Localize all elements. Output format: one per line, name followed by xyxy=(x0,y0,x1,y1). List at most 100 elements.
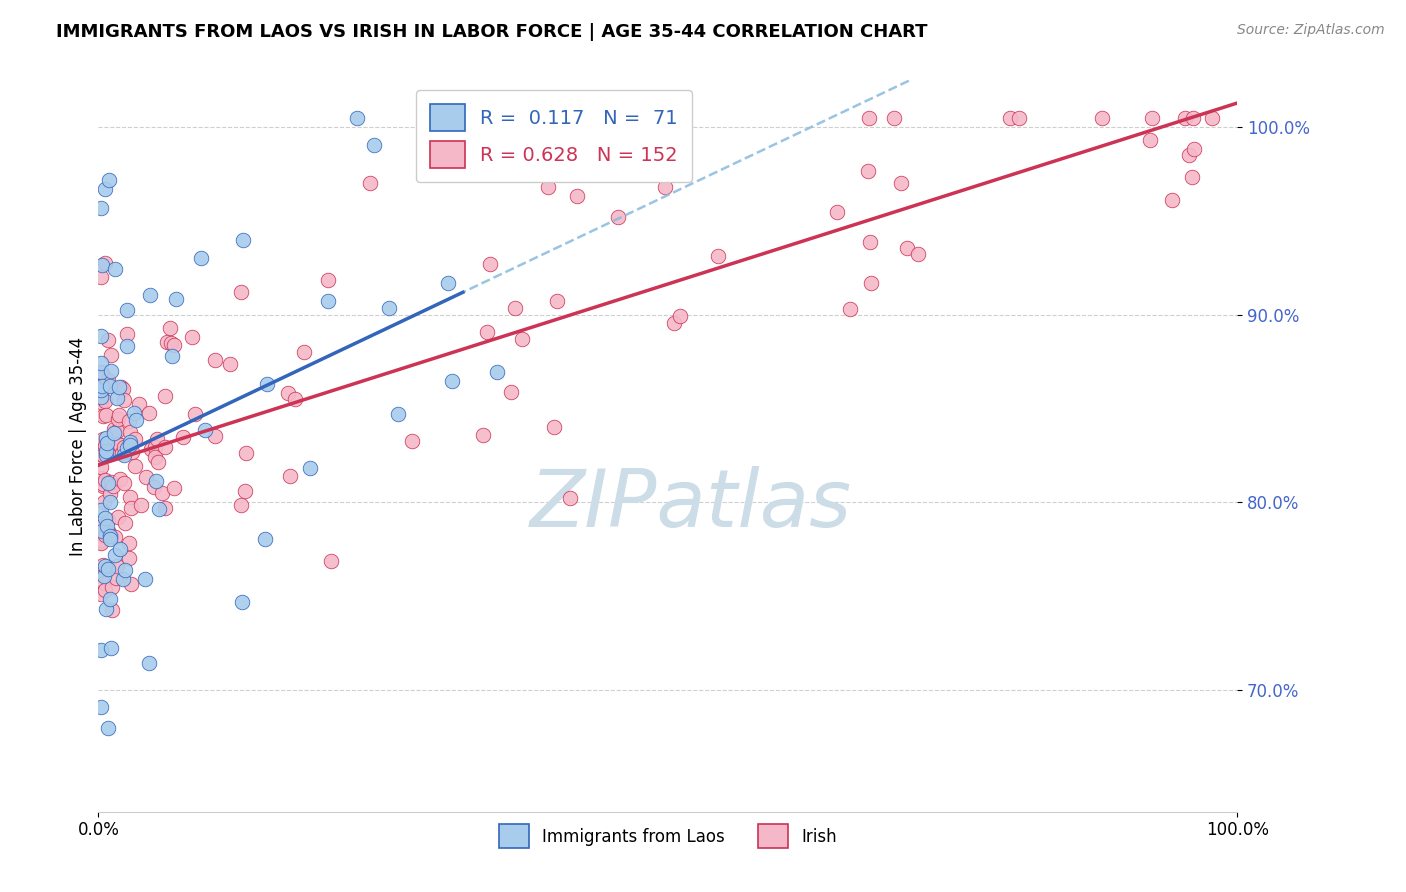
Point xyxy=(94,448,117,462)
Point xyxy=(105,558,128,573)
Point xyxy=(278,468,301,483)
Point xyxy=(90,356,112,370)
Point xyxy=(1181,170,1204,185)
Point xyxy=(1161,193,1184,207)
Point xyxy=(94,511,117,525)
Point xyxy=(93,256,115,270)
Point xyxy=(839,302,862,317)
Point xyxy=(537,179,560,194)
Point xyxy=(90,383,112,397)
Point xyxy=(115,441,138,455)
Point xyxy=(90,365,112,379)
Point xyxy=(1008,111,1031,125)
Point xyxy=(94,182,117,196)
Point xyxy=(1182,142,1205,156)
Point xyxy=(90,535,112,549)
Point xyxy=(475,325,498,339)
Point xyxy=(858,235,880,249)
Point xyxy=(90,503,112,517)
Point xyxy=(159,321,181,335)
Point xyxy=(1201,111,1223,125)
Point xyxy=(117,551,139,566)
Point xyxy=(91,378,114,392)
Point xyxy=(229,498,252,512)
Point xyxy=(93,409,115,423)
Point xyxy=(558,491,581,505)
Point xyxy=(90,201,112,215)
Point xyxy=(118,434,141,449)
Point xyxy=(1091,111,1114,125)
Point xyxy=(91,432,114,446)
Point xyxy=(143,480,166,494)
Point xyxy=(107,436,129,450)
Point xyxy=(90,587,112,601)
Point xyxy=(94,528,117,542)
Point xyxy=(112,572,135,586)
Y-axis label: In Labor Force | Age 35-44: In Labor Force | Age 35-44 xyxy=(69,336,87,556)
Text: IMMIGRANTS FROM LAOS VS IRISH IN LABOR FORCE | AGE 35-44 CORRELATION CHART: IMMIGRANTS FROM LAOS VS IRISH IN LABOR F… xyxy=(56,23,928,41)
Point xyxy=(128,397,150,411)
Point xyxy=(90,372,112,386)
Point xyxy=(97,475,120,490)
Point xyxy=(546,294,568,309)
Point xyxy=(118,414,141,428)
Point xyxy=(1174,111,1197,125)
Point xyxy=(284,392,307,406)
Point xyxy=(359,177,381,191)
Point xyxy=(94,408,117,422)
Point xyxy=(91,258,114,272)
Point xyxy=(363,138,385,153)
Point xyxy=(143,440,166,454)
Point xyxy=(159,336,181,351)
Point xyxy=(232,233,254,247)
Point xyxy=(96,436,118,450)
Point xyxy=(110,472,132,486)
Point xyxy=(440,374,463,388)
Point xyxy=(235,446,257,460)
Point xyxy=(97,562,120,576)
Point xyxy=(90,366,112,380)
Point xyxy=(401,434,423,448)
Point xyxy=(499,384,522,399)
Point xyxy=(231,594,253,608)
Point xyxy=(143,450,166,465)
Point xyxy=(105,392,128,406)
Point xyxy=(93,575,115,590)
Point xyxy=(292,344,315,359)
Point xyxy=(90,524,112,538)
Point xyxy=(1000,111,1022,125)
Point xyxy=(112,393,135,408)
Point xyxy=(100,364,122,378)
Point xyxy=(108,438,131,452)
Point xyxy=(91,476,114,491)
Point xyxy=(129,498,152,512)
Point xyxy=(387,407,409,421)
Point xyxy=(146,432,169,446)
Point xyxy=(163,481,186,495)
Point xyxy=(98,486,121,500)
Point xyxy=(114,563,136,577)
Point xyxy=(1139,133,1161,147)
Point xyxy=(103,548,125,562)
Point xyxy=(472,427,495,442)
Point xyxy=(346,111,368,125)
Point xyxy=(565,188,588,202)
Point xyxy=(112,440,135,454)
Point xyxy=(118,425,141,440)
Point xyxy=(194,423,217,437)
Point xyxy=(90,450,112,465)
Point xyxy=(124,459,146,474)
Point xyxy=(204,429,226,443)
Point xyxy=(90,376,112,390)
Point xyxy=(124,432,146,446)
Point xyxy=(478,257,501,271)
Point xyxy=(94,431,117,445)
Point xyxy=(93,583,115,598)
Point xyxy=(97,373,120,387)
Point xyxy=(859,276,882,290)
Point xyxy=(91,448,114,462)
Point xyxy=(318,294,340,309)
Point xyxy=(607,211,630,225)
Point xyxy=(510,332,533,346)
Point xyxy=(112,448,135,462)
